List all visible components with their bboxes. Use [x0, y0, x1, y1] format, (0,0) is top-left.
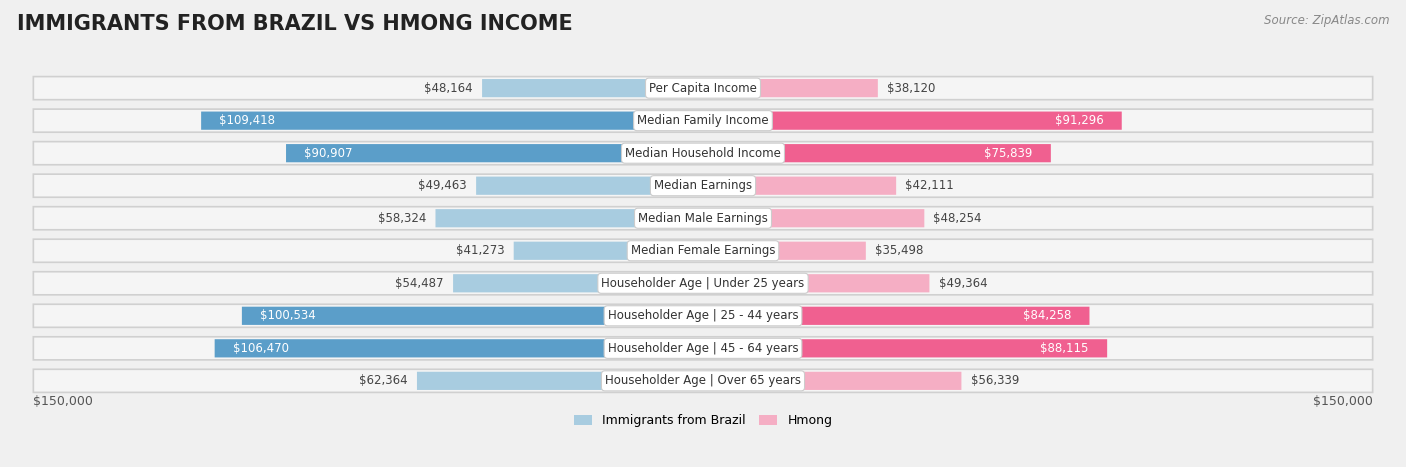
Text: $91,296: $91,296	[1054, 114, 1104, 127]
Text: $38,120: $38,120	[887, 82, 935, 95]
FancyBboxPatch shape	[703, 241, 866, 260]
Text: Median Family Income: Median Family Income	[637, 114, 769, 127]
Text: $90,907: $90,907	[304, 147, 353, 160]
FancyBboxPatch shape	[453, 274, 703, 292]
Text: $35,498: $35,498	[875, 244, 924, 257]
FancyBboxPatch shape	[703, 339, 1107, 357]
FancyBboxPatch shape	[703, 177, 896, 195]
FancyBboxPatch shape	[215, 339, 703, 357]
FancyBboxPatch shape	[482, 79, 703, 97]
Text: $106,470: $106,470	[233, 342, 290, 355]
Text: $62,364: $62,364	[359, 375, 408, 387]
FancyBboxPatch shape	[513, 241, 703, 260]
FancyBboxPatch shape	[285, 144, 703, 163]
Text: Median Household Income: Median Household Income	[626, 147, 780, 160]
FancyBboxPatch shape	[34, 304, 1372, 327]
FancyBboxPatch shape	[201, 112, 703, 130]
Text: Median Female Earnings: Median Female Earnings	[631, 244, 775, 257]
FancyBboxPatch shape	[418, 372, 703, 390]
Legend: Immigrants from Brazil, Hmong: Immigrants from Brazil, Hmong	[568, 410, 838, 432]
Text: Median Earnings: Median Earnings	[654, 179, 752, 192]
Text: $109,418: $109,418	[219, 114, 276, 127]
FancyBboxPatch shape	[477, 177, 703, 195]
Text: $75,839: $75,839	[984, 147, 1032, 160]
Text: $84,258: $84,258	[1022, 309, 1071, 322]
Text: $41,273: $41,273	[456, 244, 505, 257]
FancyBboxPatch shape	[34, 239, 1372, 262]
Text: $54,487: $54,487	[395, 277, 444, 290]
FancyBboxPatch shape	[436, 209, 703, 227]
Text: $49,364: $49,364	[939, 277, 987, 290]
Text: $150,000: $150,000	[34, 396, 93, 409]
FancyBboxPatch shape	[34, 207, 1372, 230]
Text: $58,324: $58,324	[378, 212, 426, 225]
Text: $49,463: $49,463	[419, 179, 467, 192]
FancyBboxPatch shape	[703, 372, 962, 390]
Text: $48,164: $48,164	[425, 82, 472, 95]
FancyBboxPatch shape	[34, 337, 1372, 360]
Text: $88,115: $88,115	[1040, 342, 1088, 355]
Text: Source: ZipAtlas.com: Source: ZipAtlas.com	[1264, 14, 1389, 27]
FancyBboxPatch shape	[34, 142, 1372, 165]
Text: Householder Age | 25 - 44 years: Householder Age | 25 - 44 years	[607, 309, 799, 322]
FancyBboxPatch shape	[34, 272, 1372, 295]
Text: Householder Age | Under 25 years: Householder Age | Under 25 years	[602, 277, 804, 290]
FancyBboxPatch shape	[34, 369, 1372, 392]
FancyBboxPatch shape	[34, 174, 1372, 197]
Text: IMMIGRANTS FROM BRAZIL VS HMONG INCOME: IMMIGRANTS FROM BRAZIL VS HMONG INCOME	[17, 14, 572, 34]
FancyBboxPatch shape	[703, 79, 877, 97]
Text: $48,254: $48,254	[934, 212, 981, 225]
FancyBboxPatch shape	[703, 209, 924, 227]
Text: $150,000: $150,000	[1313, 396, 1372, 409]
Text: $42,111: $42,111	[905, 179, 955, 192]
Text: Per Capita Income: Per Capita Income	[650, 82, 756, 95]
FancyBboxPatch shape	[703, 274, 929, 292]
FancyBboxPatch shape	[703, 307, 1090, 325]
Text: Householder Age | 45 - 64 years: Householder Age | 45 - 64 years	[607, 342, 799, 355]
FancyBboxPatch shape	[34, 109, 1372, 132]
Text: Median Male Earnings: Median Male Earnings	[638, 212, 768, 225]
FancyBboxPatch shape	[703, 144, 1050, 163]
FancyBboxPatch shape	[703, 112, 1122, 130]
FancyBboxPatch shape	[34, 77, 1372, 99]
FancyBboxPatch shape	[242, 307, 703, 325]
Text: Householder Age | Over 65 years: Householder Age | Over 65 years	[605, 375, 801, 387]
Text: $100,534: $100,534	[260, 309, 316, 322]
Text: $56,339: $56,339	[970, 375, 1019, 387]
